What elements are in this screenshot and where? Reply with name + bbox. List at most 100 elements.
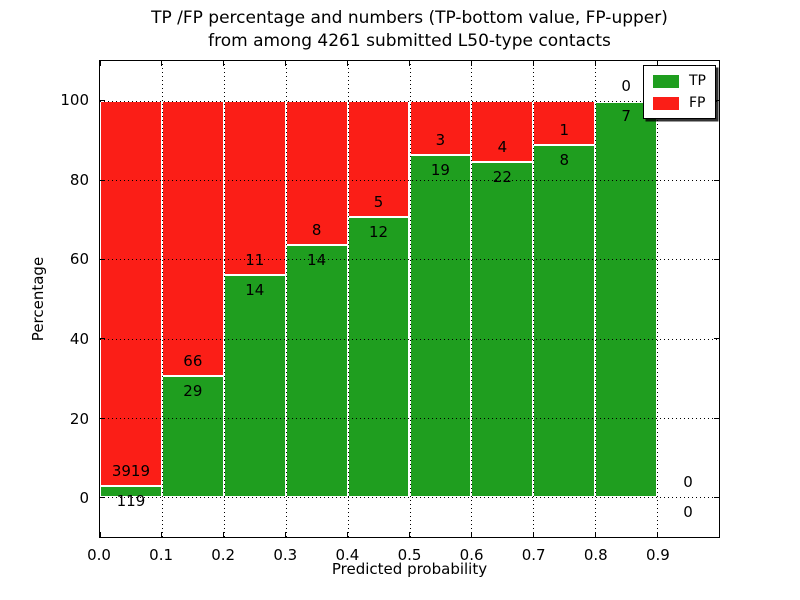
chart-title-line2: from among 4261 submitted L50-type conta…	[208, 31, 611, 51]
chart-title-line1: TP /FP percentage and numbers (TP-bottom…	[151, 8, 668, 28]
fp-count-label: 11	[245, 251, 265, 270]
tp-count-label: 7	[621, 106, 631, 125]
x-tick-mark	[347, 61, 349, 66]
tp-count-label: 12	[368, 223, 389, 242]
x-tick-mark	[99, 61, 101, 66]
fp-count-label: 3	[435, 130, 446, 149]
x-tick-mark	[285, 61, 287, 66]
x-tick-mark	[285, 532, 287, 537]
x-tick-mark	[532, 532, 534, 537]
bar-segment-tp	[471, 161, 534, 498]
x-tick-label: 0.6	[459, 546, 484, 564]
tp-count-label: 19	[430, 160, 450, 179]
y-tick-mark	[100, 100, 105, 102]
legend-item-fp: FP	[653, 92, 706, 114]
x-tick-mark	[470, 61, 472, 66]
tp-color-swatch	[653, 74, 679, 88]
x-tick-mark	[594, 532, 596, 537]
x-tick-label: 0.1	[149, 546, 174, 564]
y-tick-mark	[100, 338, 105, 340]
tp-count-label: 14	[245, 281, 265, 300]
legend-label-tp: TP	[689, 73, 706, 89]
x-tick-label: 0.9	[645, 546, 670, 564]
fp-count-label: 3919	[111, 461, 151, 480]
y-tick-mark	[100, 496, 105, 498]
bar-segment-tp	[285, 244, 348, 498]
x-tick-mark	[470, 532, 472, 537]
v-gridline	[223, 61, 225, 537]
x-tick-label: 0.4	[335, 546, 360, 564]
tp-count-label: 29	[183, 382, 203, 401]
bar-segment-tp	[347, 217, 410, 498]
x-tick-mark	[656, 61, 658, 66]
bar-segment-tp	[223, 275, 286, 498]
y-tick-mark	[100, 179, 105, 181]
v-gridline	[409, 61, 411, 537]
bar-segment-fp	[100, 100, 162, 486]
tp-count-label: 22	[492, 167, 512, 186]
fp-count-label: 5	[373, 193, 384, 212]
x-tick-mark	[223, 61, 225, 66]
y-tick-label: 20	[69, 409, 89, 428]
fp-count-label: 0	[683, 473, 693, 492]
fp-count-label: 8	[311, 220, 322, 239]
bar-segment-fp	[533, 100, 596, 145]
v-gridline	[161, 61, 163, 537]
tp-count-label: 0	[683, 503, 693, 522]
bar-segment-fp	[223, 100, 286, 276]
x-tick-mark	[161, 532, 163, 537]
x-tick-label: 0.2	[211, 546, 236, 564]
x-tick-mark	[409, 532, 410, 537]
bar-segment-tp	[595, 100, 658, 498]
x-tick-label: 0.0	[87, 546, 111, 564]
bar-segment-tp	[161, 376, 224, 498]
v-gridline	[285, 61, 287, 537]
y-tick-label: 40	[69, 329, 89, 348]
v-gridline	[657, 61, 659, 537]
x-tick-mark	[718, 61, 720, 66]
x-tick-mark	[99, 532, 101, 537]
v-gridline	[347, 61, 349, 537]
y-tick-mark	[714, 179, 719, 181]
legend-item-tp: TP	[653, 70, 706, 92]
fp-count-label: 66	[183, 352, 203, 371]
x-tick-mark	[409, 61, 410, 66]
legend: TP FP	[643, 65, 716, 119]
x-tick-mark	[656, 532, 658, 537]
x-axis-label: Predicted probability	[331, 560, 488, 578]
x-tick-mark	[161, 61, 163, 66]
fp-count-label: 1	[559, 120, 570, 139]
x-tick-mark	[718, 532, 720, 537]
y-tick-label: 80	[69, 170, 89, 189]
bar-segment-fp	[347, 100, 410, 218]
bar-segment-fp	[161, 100, 224, 377]
y-tick-mark	[714, 496, 719, 498]
x-tick-label: 0.5	[397, 546, 422, 564]
y-tick-mark	[714, 338, 719, 340]
y-tick-mark	[714, 417, 719, 419]
x-tick-mark	[532, 61, 534, 66]
x-tick-mark	[594, 61, 596, 66]
y-tick-mark	[100, 258, 105, 260]
legend-label-fp: FP	[689, 95, 706, 111]
y-tick-mark	[714, 100, 719, 102]
x-tick-label: 0.8	[583, 546, 608, 564]
tp-count-label: 8	[559, 150, 570, 169]
y-tick-label: 60	[69, 250, 89, 269]
v-gridline	[595, 61, 597, 537]
bar-segment-tp	[100, 485, 162, 498]
x-tick-mark	[223, 532, 225, 537]
fp-count-label: 0	[621, 76, 631, 95]
v-gridline	[533, 61, 535, 537]
fp-count-label: 4	[497, 137, 508, 156]
v-gridline	[471, 61, 473, 537]
x-tick-label: 0.3	[273, 546, 298, 564]
tp-count-label: 119	[116, 491, 146, 510]
y-tick-label: 0	[79, 489, 89, 508]
fp-color-swatch	[653, 96, 679, 110]
x-tick-label: 0.7	[521, 546, 546, 564]
x-tick-mark	[347, 532, 349, 537]
chart-title: TP /FP percentage and numbers (TP-bottom…	[99, 7, 720, 53]
bar-segment-tp	[409, 154, 472, 498]
